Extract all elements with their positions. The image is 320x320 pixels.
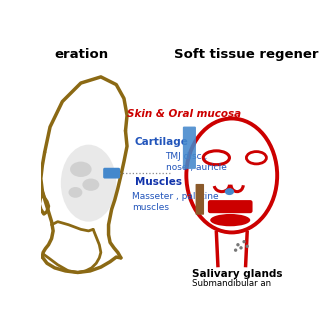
FancyBboxPatch shape bbox=[183, 127, 196, 169]
Text: Cartilage: Cartilage bbox=[135, 137, 188, 147]
Text: Submandibular an: Submandibular an bbox=[192, 279, 271, 288]
Ellipse shape bbox=[210, 214, 250, 226]
Ellipse shape bbox=[68, 187, 82, 198]
Text: Muscles: Muscles bbox=[135, 177, 182, 187]
Circle shape bbox=[236, 243, 240, 246]
Circle shape bbox=[239, 246, 243, 250]
Ellipse shape bbox=[225, 188, 234, 195]
Circle shape bbox=[245, 244, 249, 248]
Text: eration: eration bbox=[55, 48, 109, 60]
Ellipse shape bbox=[61, 145, 116, 222]
Circle shape bbox=[242, 240, 246, 244]
Ellipse shape bbox=[82, 179, 99, 191]
FancyBboxPatch shape bbox=[196, 184, 204, 215]
Circle shape bbox=[234, 248, 237, 252]
Text: Masseter , palatine
muscles: Masseter , palatine muscles bbox=[132, 192, 218, 212]
Text: TMJ disc ,
nose , auricle: TMJ disc , nose , auricle bbox=[165, 152, 227, 172]
FancyBboxPatch shape bbox=[208, 200, 252, 213]
Text: Soft tissue regener: Soft tissue regener bbox=[174, 48, 318, 60]
Ellipse shape bbox=[70, 162, 92, 177]
Text: Salivary glands: Salivary glands bbox=[192, 269, 282, 279]
FancyBboxPatch shape bbox=[103, 168, 120, 179]
Text: Skin & Oral mucosa: Skin & Oral mucosa bbox=[127, 109, 241, 119]
